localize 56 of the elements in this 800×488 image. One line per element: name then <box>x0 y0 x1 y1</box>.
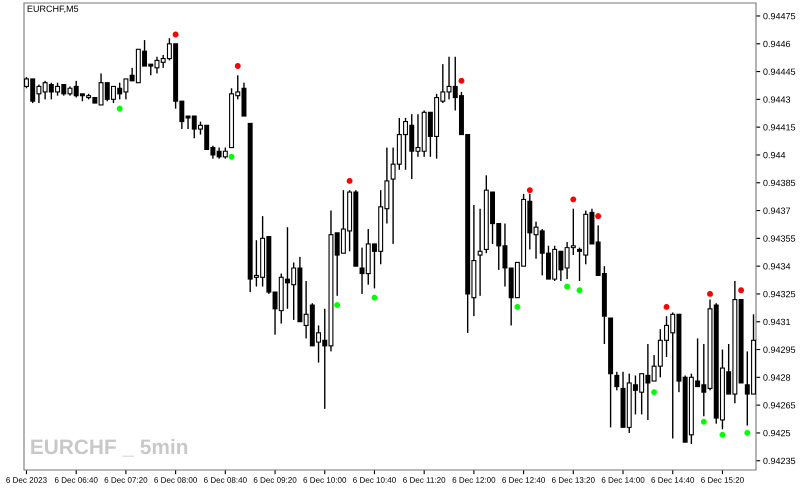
point <box>744 430 750 436</box>
y-tick-label: 0.9446 <box>763 40 790 48</box>
point <box>514 304 520 310</box>
y-tick-label: 0.9437 <box>763 208 790 214</box>
point <box>664 304 670 310</box>
candlestick <box>478 208 483 296</box>
point <box>738 287 744 294</box>
x-tick-label: 6 Dec 14:40 <box>651 477 694 483</box>
x-tick-label: 6 Dec 11:20 <box>403 477 446 483</box>
point <box>700 418 707 425</box>
point <box>346 178 353 184</box>
y-tick-label: 0.94265 <box>763 402 796 408</box>
y-tick-label: 0.9431 <box>763 318 790 326</box>
y-tick-label: 0.94355 <box>763 235 796 242</box>
point <box>228 154 234 160</box>
y-tick-label: 0.9443 <box>763 96 790 103</box>
y-tick-label: 0.94295 <box>763 346 796 353</box>
x-tick-label: 6 Dec 07:20 <box>104 477 148 483</box>
y-tick-label: 0.94325 <box>763 290 796 298</box>
y-tick-label: 0.9425 <box>763 430 790 436</box>
candlestick <box>614 371 620 392</box>
y-tick-label: 0.9428 <box>763 374 790 381</box>
x-tick-label: 6 Dec 12:40 <box>502 477 546 483</box>
chart-title: EURCHF,M5 <box>28 6 78 14</box>
point <box>116 106 123 112</box>
point <box>334 302 340 308</box>
y-tick-label: 0.9434 <box>763 263 790 270</box>
y-tick-label: 0.94385 <box>763 180 796 186</box>
y-tick-label: 0.94235 <box>763 458 796 464</box>
x-tick-label: 6 Dec 09:20 <box>254 477 296 483</box>
point <box>570 196 576 202</box>
y-tick-label: 0.94415 <box>763 124 796 131</box>
point <box>234 63 241 69</box>
x-tick-label: 6 Dec 15:20 <box>701 477 744 483</box>
y-tick-label: 0.94445 <box>763 68 796 75</box>
point <box>651 389 658 396</box>
point <box>720 432 726 438</box>
point <box>372 294 378 301</box>
x-tick-label: 6 Dec 13:20 <box>552 477 595 483</box>
x-tick-label: 6 Dec 10:00 <box>303 477 346 483</box>
x-tick-label: 6 Dec 06:40 <box>54 477 98 483</box>
x-tick-label: 6 Dec 10:40 <box>353 477 396 483</box>
y-tick-label: 0.94475 <box>763 12 796 20</box>
y-tick-label: 0.944 <box>763 152 786 158</box>
point <box>172 32 179 38</box>
point <box>576 287 582 294</box>
point <box>526 187 533 194</box>
point <box>564 284 570 290</box>
x-tick-label: 6 Dec 2023 <box>6 477 47 483</box>
x-tick-label: 6 Dec 08:00 <box>154 477 198 483</box>
point <box>707 291 713 297</box>
point <box>458 78 464 84</box>
point <box>595 213 602 220</box>
x-tick-label: 6 Dec 12:00 <box>452 477 496 483</box>
x-tick-label: 6 Dec 14:00 <box>602 477 644 483</box>
x-tick-label: 6 Dec 08:40 <box>204 477 247 483</box>
